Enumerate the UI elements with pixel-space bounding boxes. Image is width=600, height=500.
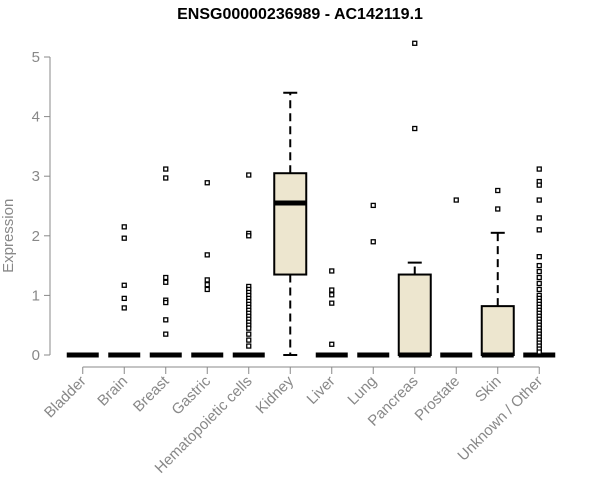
outlier-point [536,349,542,355]
outlier-point [163,166,169,172]
x-tick-label: Prostate [412,373,464,425]
y-axis-label: Expression [0,199,17,273]
outlier-point [246,325,252,331]
outlier-point [163,331,169,337]
x-tick-label: Liver [304,373,339,408]
outlier-point [536,262,542,269]
outlier-point [204,286,210,293]
outlier-point [453,197,459,203]
outlier-point [536,254,542,260]
outlier-point [121,235,127,241]
outlier-point [163,175,169,181]
box [273,172,308,276]
outlier-point [204,180,210,186]
outlier-point [370,239,376,245]
outlier-point [163,274,169,281]
y-tick-label: 4 [32,109,40,126]
x-tick-label: Breast [130,372,173,415]
outlier-point [536,197,542,203]
chart-title: ENSG00000236989 - AC142119.1 [177,6,423,23]
x-tick-label: Lung [344,373,380,409]
outlier-point [121,224,127,230]
outlier-point [536,166,542,172]
outlier-point [412,40,418,46]
outlier-point [246,331,252,337]
x-tick-label: Kidney [253,372,298,417]
outlier-point [246,337,252,343]
outlier-point [121,305,127,311]
outlier-point [536,227,542,233]
x-tick-label: Skin [472,373,505,406]
outlier-point [536,274,542,281]
outlier-point [329,300,335,306]
outlier-point [204,277,210,283]
outlier-point [329,292,335,298]
y-tick-label: 1 [32,287,40,304]
outlier-point [370,202,376,209]
x-tick-label: Bladder [41,373,90,422]
outlier-point [246,233,252,239]
outlier-point [329,287,335,293]
outlier-point [204,282,210,288]
outlier-point [495,187,501,194]
outlier-point [246,172,252,178]
outlier-point [163,279,169,285]
outlier-point [246,343,252,349]
outlier-point [495,206,501,212]
y-tick-label: 5 [32,49,40,66]
outlier-point [536,182,542,188]
y-tick-label: 2 [32,228,40,245]
outlier-point [163,317,169,323]
x-tick-label: Brain [94,373,131,410]
outlier-point [163,299,169,306]
box [397,273,432,357]
box [480,305,515,356]
outlier-point [536,268,542,275]
y-tick-label: 3 [32,168,40,185]
outlier-point [412,125,418,132]
outlier-point [329,268,335,274]
outlier-point [536,280,542,287]
outlier-point [329,341,335,347]
outlier-point [536,215,542,221]
y-tick-label: 0 [32,347,40,364]
outlier-point [204,252,210,258]
outlier-point [536,286,542,293]
outlier-point [121,282,127,288]
outlier-point [121,295,127,302]
